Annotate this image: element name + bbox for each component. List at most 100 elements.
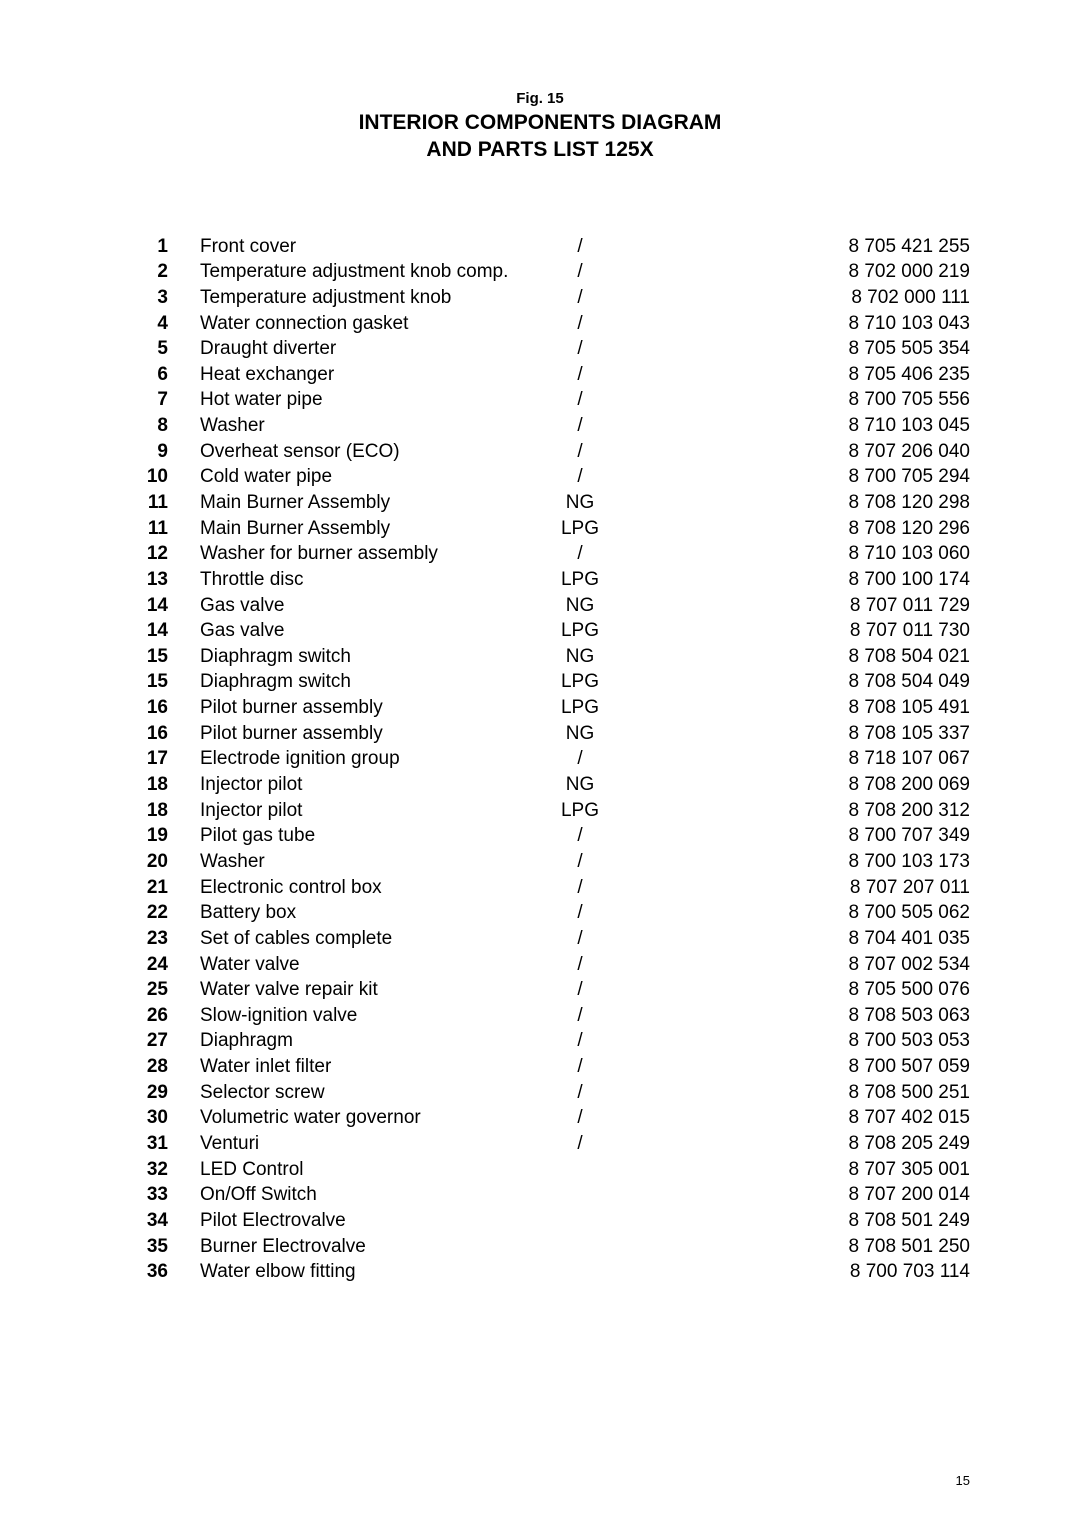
part-code: 8 705 500 076 [610, 977, 970, 1003]
parts-row: 16Pilot burner assemblyNG8 708 105 337 [110, 721, 970, 747]
part-description: Overheat sensor (ECO) [200, 439, 550, 465]
part-number: 24 [110, 952, 200, 978]
part-number: 28 [110, 1054, 200, 1080]
part-description: Electronic control box [200, 875, 550, 901]
part-gas-type: LPG [550, 567, 610, 593]
parts-row: 30Volumetric water governor/8 707 402 01… [110, 1105, 970, 1131]
part-description: Burner Electrovalve [200, 1234, 550, 1260]
part-number: 21 [110, 875, 200, 901]
part-code: 8 718 107 067 [610, 746, 970, 772]
part-gas-type: / [550, 875, 610, 901]
part-gas-type: / [550, 823, 610, 849]
part-gas-type: / [550, 362, 610, 388]
parts-row: 36Water elbow fitting8 700 703 114 [110, 1259, 970, 1285]
part-code: 8 700 505 062 [610, 900, 970, 926]
part-gas-type: / [550, 926, 610, 952]
part-description: Venturi [200, 1131, 550, 1157]
part-gas-type: / [550, 849, 610, 875]
part-number: 20 [110, 849, 200, 875]
parts-row: 2Temperature adjustment knob comp./8 702… [110, 259, 970, 285]
part-code: 8 710 103 060 [610, 541, 970, 567]
part-description: Selector screw [200, 1080, 550, 1106]
part-description: Main Burner Assembly [200, 490, 550, 516]
part-number: 29 [110, 1080, 200, 1106]
part-code: 8 700 703 114 [610, 1259, 970, 1285]
part-number: 16 [110, 721, 200, 747]
part-description: Washer [200, 849, 550, 875]
page-number: 15 [956, 1473, 970, 1488]
part-gas-type: LPG [550, 695, 610, 721]
part-number: 23 [110, 926, 200, 952]
part-description: Temperature adjustment knob comp. [200, 259, 550, 285]
parts-row: 24Water valve/8 707 002 534 [110, 952, 970, 978]
part-description: Injector pilot [200, 798, 550, 824]
parts-row: 15Diaphragm switchLPG8 708 504 049 [110, 669, 970, 695]
part-code: 8 700 507 059 [610, 1054, 970, 1080]
parts-row: 33On/Off Switch8 707 200 014 [110, 1182, 970, 1208]
part-code: 8 707 011 730 [610, 618, 970, 644]
part-description: Volumetric water governor [200, 1105, 550, 1131]
parts-row: 31Venturi/8 708 205 249 [110, 1131, 970, 1157]
part-description: Temperature adjustment knob [200, 285, 550, 311]
part-gas-type: NG [550, 644, 610, 670]
part-code: 8 705 406 235 [610, 362, 970, 388]
parts-row: 22Battery box/8 700 505 062 [110, 900, 970, 926]
part-code: 8 705 505 354 [610, 336, 970, 362]
part-code: 8 708 503 063 [610, 1003, 970, 1029]
part-gas-type: / [550, 1028, 610, 1054]
parts-row: 3Temperature adjustment knob/8 702 000 1… [110, 285, 970, 311]
part-gas-type: / [550, 413, 610, 439]
part-code: 8 707 207 011 [610, 875, 970, 901]
part-gas-type: / [550, 234, 610, 260]
parts-row: 16Pilot burner assemblyLPG8 708 105 491 [110, 695, 970, 721]
part-gas-type: / [550, 977, 610, 1003]
part-gas-type: / [550, 285, 610, 311]
parts-row: 26Slow-ignition valve/8 708 503 063 [110, 1003, 970, 1029]
part-description: Injector pilot [200, 772, 550, 798]
part-number: 1 [110, 234, 200, 260]
part-description: Gas valve [200, 593, 550, 619]
part-number: 32 [110, 1157, 200, 1183]
part-gas-type: LPG [550, 798, 610, 824]
part-code: 8 707 305 001 [610, 1157, 970, 1183]
part-description: Pilot burner assembly [200, 695, 550, 721]
part-code: 8 707 402 015 [610, 1105, 970, 1131]
parts-row: 17Electrode ignition group/8 718 107 067 [110, 746, 970, 772]
part-code: 8 708 504 021 [610, 644, 970, 670]
part-description: Diaphragm switch [200, 644, 550, 670]
title-line-1: INTERIOR COMPONENTS DIAGRAM [110, 109, 970, 136]
part-number: 31 [110, 1131, 200, 1157]
part-description: Front cover [200, 234, 550, 260]
part-code: 8 708 200 312 [610, 798, 970, 824]
part-gas-type: NG [550, 593, 610, 619]
part-code: 8 702 000 111 [610, 285, 970, 311]
part-number: 13 [110, 567, 200, 593]
part-code: 8 708 120 298 [610, 490, 970, 516]
parts-row: 6Heat exchanger/8 705 406 235 [110, 362, 970, 388]
part-description: LED Control [200, 1157, 550, 1183]
part-description: Pilot Electrovalve [200, 1208, 550, 1234]
part-code: 8 707 011 729 [610, 593, 970, 619]
part-code: 8 708 501 250 [610, 1234, 970, 1260]
parts-row: 9Overheat sensor (ECO)/8 707 206 040 [110, 439, 970, 465]
part-description: Hot water pipe [200, 387, 550, 413]
part-number: 9 [110, 439, 200, 465]
part-gas-type: NG [550, 490, 610, 516]
part-code: 8 708 205 249 [610, 1131, 970, 1157]
part-number: 11 [110, 516, 200, 542]
part-number: 16 [110, 695, 200, 721]
part-code: 8 708 200 069 [610, 772, 970, 798]
part-gas-type: / [550, 336, 610, 362]
part-gas-type: / [550, 1003, 610, 1029]
part-gas-type: / [550, 1080, 610, 1106]
parts-row: 10Cold water pipe/8 700 705 294 [110, 464, 970, 490]
part-number: 22 [110, 900, 200, 926]
part-description: Electrode ignition group [200, 746, 550, 772]
parts-row: 23Set of cables complete/8 704 401 035 [110, 926, 970, 952]
parts-row: 11Main Burner AssemblyNG8 708 120 298 [110, 490, 970, 516]
parts-row: 1Front cover/8 705 421 255 [110, 234, 970, 260]
part-description: Cold water pipe [200, 464, 550, 490]
part-description: Diaphragm [200, 1028, 550, 1054]
part-number: 3 [110, 285, 200, 311]
parts-row: 4Water connection gasket/8 710 103 043 [110, 311, 970, 337]
